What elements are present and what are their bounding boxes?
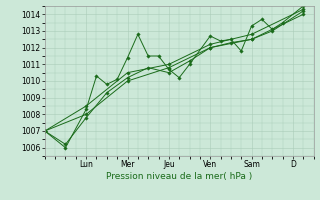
X-axis label: Pression niveau de la mer( hPa ): Pression niveau de la mer( hPa ) (106, 172, 252, 181)
